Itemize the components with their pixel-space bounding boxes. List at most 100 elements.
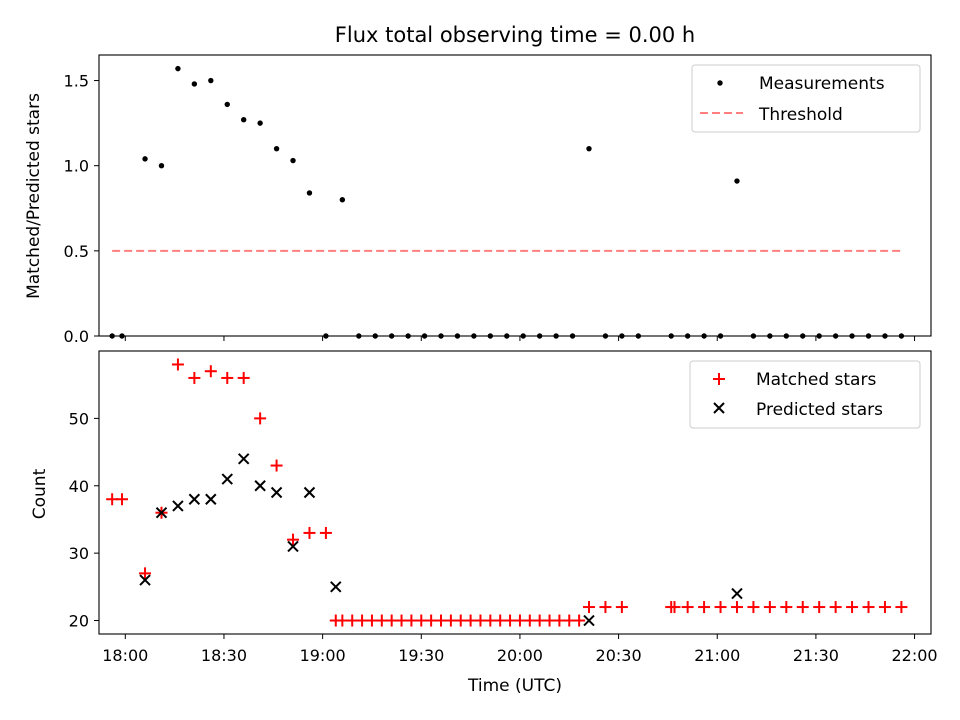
- measurement-point-44: [849, 333, 855, 339]
- bottom-legend: Matched stars Predicted stars: [689, 360, 921, 429]
- measurement-point-34: [684, 333, 691, 339]
- predicted-star-point-11: [330, 581, 342, 593]
- measurement-point-31: [619, 333, 625, 339]
- matched-star-point-42: [615, 601, 628, 614]
- measurement-point-14: [339, 197, 346, 203]
- matched-star-point-9: [254, 412, 267, 425]
- top-ytick-label-2: 1.0: [64, 157, 89, 176]
- measurement-point-36: [717, 333, 724, 339]
- matched-star-point-55: [846, 601, 859, 614]
- predicted-star-point-5: [221, 473, 233, 485]
- x-tick-label-2: 19:00: [300, 646, 346, 665]
- measurement-point-37: [734, 178, 740, 184]
- bottom-ytick-label-0: 20: [69, 612, 89, 631]
- measurement-point-38: [750, 333, 757, 339]
- measurement-point-15: [356, 333, 362, 339]
- measurement-point-7: [224, 101, 230, 108]
- predicted-star-point-10: [303, 486, 316, 499]
- predicted-star-point-1: [155, 507, 168, 519]
- measurement-point-23: [487, 333, 494, 339]
- matched-star-point-58: [895, 601, 908, 614]
- measurement-point-8: [240, 117, 247, 123]
- top-panel: 0.0 0.5 1.0 1.5 Matched/Predicted stars Mea…: [24, 54, 932, 346]
- matched-star-point-44: [668, 601, 681, 614]
- legend-matched-label: Matched stars: [756, 370, 876, 390]
- measurement-point-26: [536, 333, 543, 339]
- matched-star-point-40: [582, 601, 595, 614]
- matched-star-point-50: [763, 601, 776, 614]
- measurement-point-22: [471, 333, 477, 339]
- measurement-point-28: [569, 333, 576, 339]
- matched-star-point-4: [171, 358, 184, 371]
- matched-star-point-57: [878, 601, 891, 614]
- measurement-point-33: [668, 333, 674, 339]
- measurement-point-41: [800, 333, 806, 339]
- measurement-point-46: [882, 333, 888, 339]
- measurement-point-42: [816, 333, 822, 339]
- legend-measurements-marker: [717, 80, 723, 86]
- measurement-point-1: [119, 333, 125, 339]
- matched-star-point-48: [730, 601, 743, 614]
- x-tick-label-5: 20:30: [596, 646, 642, 665]
- predicted-star-point-4: [205, 493, 217, 505]
- chart-title: Flux total observing time = 0.00 h: [335, 23, 695, 47]
- measurement-point-43: [832, 333, 839, 339]
- bottom-y-axis-label: Count: [30, 468, 50, 519]
- matched-star-point-41: [599, 601, 612, 614]
- top-x-ticks: [124, 336, 916, 341]
- predicted-star-point-9: [287, 540, 299, 553]
- measurement-point-35: [701, 333, 707, 339]
- measurement-point-2: [142, 156, 148, 162]
- predicted-star-point-12: [583, 614, 595, 627]
- matched-star-point-56: [862, 601, 875, 614]
- measurement-point-21: [454, 333, 461, 339]
- measurement-point-30: [602, 333, 609, 339]
- bottom-ytick-label-2: 40: [69, 477, 89, 496]
- matched-star-point-1: [116, 493, 129, 506]
- x-tick-label-8: 22:00: [892, 646, 938, 665]
- top-y-axis-label: Matched/Predicted stars: [24, 93, 44, 299]
- legend-predicted-label: Predicted stars: [756, 400, 883, 420]
- measurement-point-3: [158, 162, 165, 169]
- measurement-point-19: [421, 333, 428, 339]
- measurement-point-24: [504, 333, 510, 339]
- measurement-point-27: [553, 333, 559, 339]
- measurement-point-20: [438, 333, 444, 339]
- matched-star-point-53: [813, 601, 826, 614]
- matched-star-point-46: [698, 601, 711, 614]
- measurement-point-6: [208, 77, 214, 84]
- bottom-legend-box: [689, 360, 921, 429]
- legend-predicted-marker: [713, 402, 725, 414]
- legend-threshold-label: Threshold: [758, 105, 843, 125]
- matched-star-point-2: [139, 567, 152, 580]
- top-legend: Measurements Threshold: [691, 64, 921, 133]
- matched-star-point-51: [780, 601, 793, 614]
- measurement-point-10: [273, 145, 280, 152]
- x-tick-label-4: 20:00: [497, 646, 543, 665]
- measurement-point-25: [520, 333, 526, 339]
- matched-star-point-54: [829, 601, 842, 614]
- matched-star-point-52: [796, 601, 809, 614]
- top-plot-frame: [98, 54, 932, 337]
- measurement-point-17: [388, 333, 395, 339]
- bottom-plot-frame: [98, 350, 932, 635]
- matched-star-point-13: [319, 526, 332, 539]
- measurement-point-0: [109, 333, 115, 339]
- matched-star-point-6: [204, 365, 217, 378]
- x-tick-label-1: 18:30: [201, 646, 247, 665]
- matched-star-point-45: [681, 601, 694, 614]
- x-tick-label-6: 21:00: [694, 646, 740, 665]
- matched-star-point-5: [188, 371, 201, 384]
- bottom-panel: 20 30 40 50 18:00 18:30 19:00 19:30 20:00 20:30 2…: [30, 350, 938, 665]
- predicted-star-point-8: [270, 486, 283, 499]
- measurement-point-4: [175, 65, 181, 72]
- measurement-point-32: [635, 333, 642, 339]
- x-axis-label: Time (UTC): [467, 676, 562, 696]
- legend-matched-marker: [713, 373, 725, 385]
- predicted-star-point-0: [139, 574, 151, 586]
- top-legend-box: [691, 64, 921, 133]
- measurement-point-47: [898, 333, 905, 339]
- matched-star-point-47: [714, 601, 727, 614]
- legend-measurements-label: Measurements: [759, 74, 885, 94]
